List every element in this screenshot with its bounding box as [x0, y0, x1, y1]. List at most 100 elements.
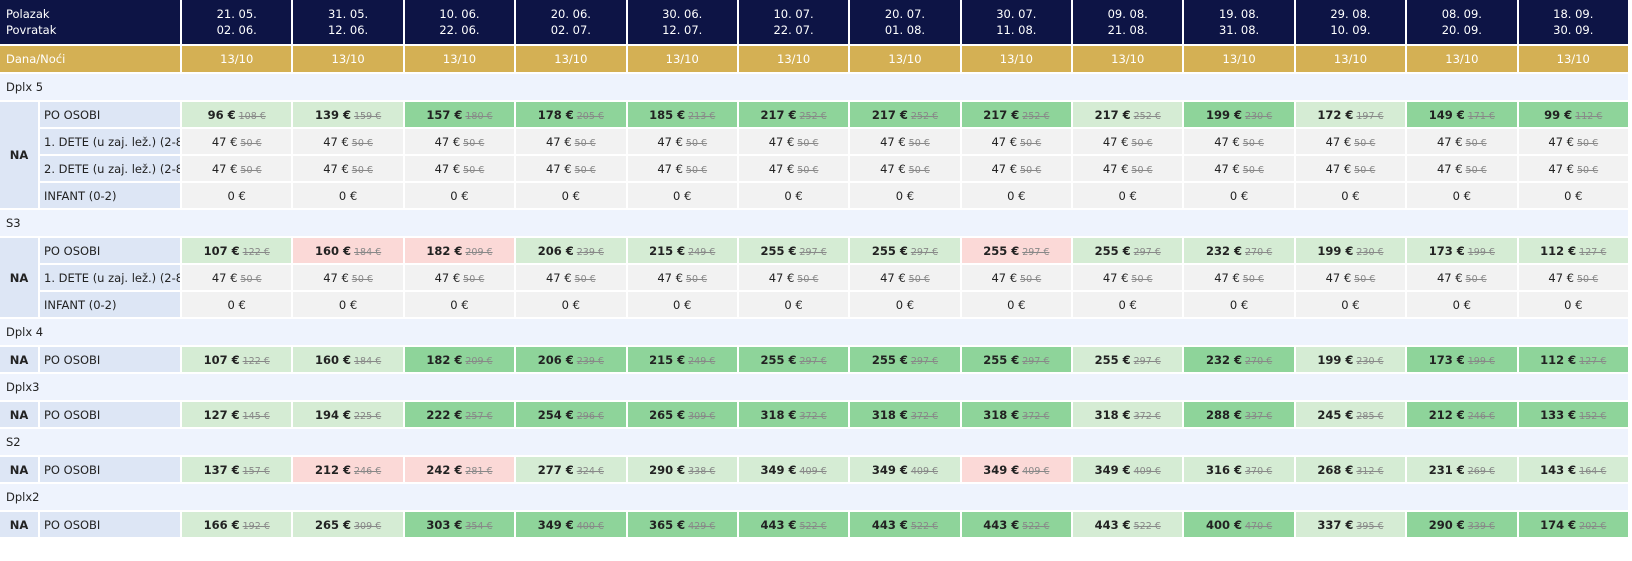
price-cell: 0 € [961, 292, 1072, 317]
price: 185 € [649, 107, 686, 122]
price: 349 € [1094, 462, 1131, 477]
old-price: 409 € [1133, 465, 1161, 477]
price: 222 € [426, 407, 463, 422]
price-cell: 47 €50 € [404, 129, 515, 154]
old-price: 409 € [1022, 465, 1050, 477]
price-row: NA PO OSOBI 107 €122 €160 €184 €182 €209 €… [0, 238, 1628, 317]
price: 47 € [1548, 270, 1574, 285]
row-label: PO OSOBI [40, 512, 181, 537]
old-price: 192 € [242, 520, 270, 532]
price: 160 € [314, 352, 351, 367]
row-label: 2. DETE (u zaj. lež.) (2-8) [40, 156, 181, 181]
old-price: 205 € [576, 110, 604, 122]
section-name: Dplx 5 [0, 74, 1628, 100]
return-date: 31. 08. [1218, 23, 1260, 37]
price: 47 € [1102, 134, 1129, 149]
price-cell: 47 €50 € [1518, 129, 1628, 154]
price: 99 € [1544, 107, 1573, 122]
price: 47 € [211, 134, 238, 149]
price-row: 2. DETE (u zaj. lež.) (2-8) 47 €50 €47 €5… [0, 156, 1628, 181]
price: 242 € [426, 462, 463, 477]
old-price: 152 € [1579, 410, 1607, 422]
price: 349 € [983, 462, 1020, 477]
price: 199 € [1317, 243, 1354, 258]
price-cell: 47 €50 € [627, 129, 737, 154]
price-table: Polazak Povratak 21. 05. 02. 06. 31. 05. 12. … [0, 0, 1628, 537]
price-cell: 0 € [516, 292, 626, 317]
price-cell: 255 €297 € [738, 347, 849, 372]
return-date: 02. 07. [550, 23, 591, 37]
price-cell: 173 €199 € [1407, 238, 1517, 263]
row-label: PO OSOBI [40, 102, 181, 127]
price: 47 € [323, 134, 349, 149]
board-cell: NA [0, 347, 38, 372]
price: 182 € [426, 243, 463, 258]
old-price: 50 € [1465, 164, 1487, 176]
price-cell: 160 €184 € [293, 347, 403, 372]
price-cell: 47 €50 € [404, 265, 515, 290]
price: 0 € [673, 188, 692, 203]
price-cell: 365 €429 € [627, 512, 737, 537]
price-cell: 0 € [404, 183, 515, 208]
board-cell: NA [0, 402, 38, 427]
nights-cell: 13/10 [293, 46, 403, 72]
price: 199 € [1317, 352, 1354, 367]
price: 232 € [1205, 243, 1242, 258]
price: 206 € [537, 352, 574, 367]
price-cell: 242 €281 € [404, 457, 515, 482]
price-cell: 47 €50 € [850, 265, 960, 290]
old-price: 122 € [242, 246, 270, 258]
old-price: 297 € [1022, 355, 1050, 367]
price: 290 € [649, 462, 686, 477]
price-cell: 47 €50 € [627, 265, 737, 290]
price: 212 € [1428, 407, 1465, 422]
old-price: 522 € [1022, 520, 1050, 532]
old-price: 252 € [1022, 110, 1050, 122]
old-price: 50 € [1354, 137, 1376, 149]
nights-cell: 13/10 [850, 46, 960, 72]
old-price: 470 € [1244, 520, 1273, 532]
price-cell: 47 €50 € [961, 265, 1072, 290]
old-price: 354 € [465, 520, 493, 532]
price-cell: 47 €50 € [182, 265, 292, 290]
section-name: S2 [0, 429, 1628, 455]
price: 443 € [983, 517, 1020, 532]
old-price: 372 € [799, 410, 827, 422]
price-cell: 255 €297 € [961, 238, 1072, 263]
price-row: NA PO OSOBI 166 €192 €265 €309 €303 €354 €… [0, 512, 1628, 537]
old-price: 50 € [1131, 137, 1153, 149]
section-name: Dplx 4 [0, 319, 1628, 345]
departure-date: 20. 06. [550, 7, 591, 21]
price: 316 € [1205, 462, 1242, 477]
old-price: 246 € [1467, 410, 1495, 422]
old-price: 522 € [799, 520, 827, 532]
price: 172 € [1317, 107, 1354, 122]
return-date: 12. 06. [327, 23, 369, 37]
price-cell: 0 € [961, 183, 1072, 208]
departure-date: 30. 07. [996, 7, 1037, 21]
price: 47 € [434, 270, 461, 285]
old-price: 297 € [910, 246, 939, 258]
price-cell: 0 € [182, 183, 292, 208]
row-label: PO OSOBI [40, 238, 181, 263]
nights-cell: 13/10 [1295, 46, 1406, 72]
old-price: 522 € [910, 520, 939, 532]
price-cell: 160 €184 € [293, 238, 403, 263]
price: 0 € [227, 188, 246, 203]
price: 112 € [1540, 243, 1577, 258]
price-cell: 277 €324 € [516, 457, 626, 482]
price-cell: 157 €180 € [404, 102, 515, 127]
old-price: 184 € [353, 246, 382, 258]
price-cell: 96 €108 € [182, 102, 292, 127]
old-price: 296 € [576, 410, 604, 422]
old-price: 239 € [576, 355, 604, 367]
price-cell: 222 €257 € [404, 402, 515, 427]
price: 178 € [537, 107, 574, 122]
old-price: 50 € [1242, 164, 1264, 176]
nights-cell: 13/10 [1407, 46, 1517, 72]
return-date: 02. 06. [216, 23, 257, 37]
price-cell: 112 €127 € [1518, 238, 1628, 263]
old-price: 257 € [465, 410, 493, 422]
price: 0 € [450, 297, 469, 312]
date-cell: 10. 06. 22. 06. [404, 0, 515, 44]
